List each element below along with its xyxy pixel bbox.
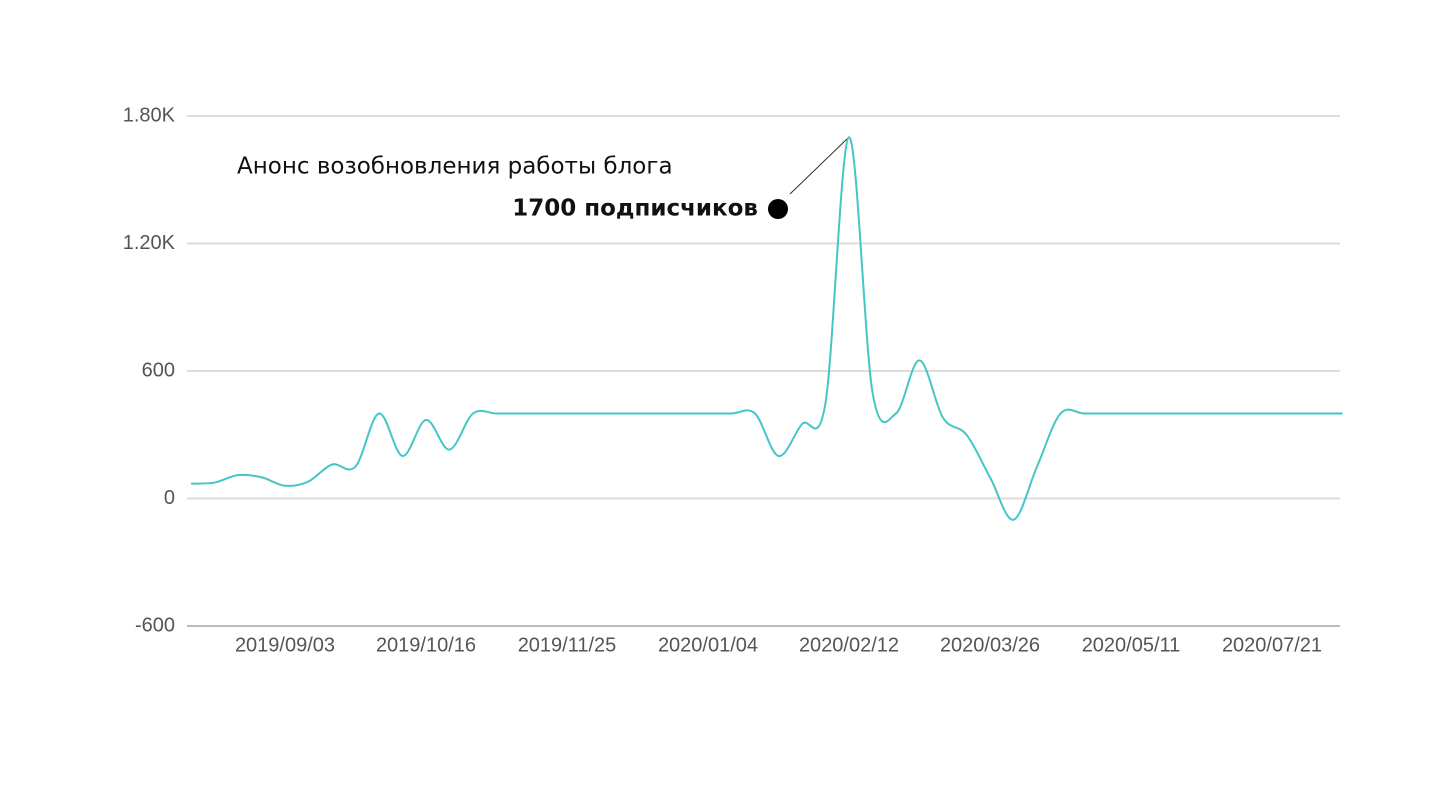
annotation-dot [768,199,788,219]
y-tick-label: 0 [164,487,175,509]
y-tick-label: 600 [142,359,175,381]
x-tick-label: 2019/11/25 [518,634,617,656]
y-tick-label: 1.80K [123,104,176,126]
x-tick-label: 2019/10/16 [376,634,476,656]
x-tick-label: 2020/07/21 [1222,634,1322,656]
x-tick-label: 2020/01/04 [658,634,758,656]
x-tick-label: 2019/09/03 [235,634,335,656]
annotation: Анонс возобновления работы блога [237,154,673,180]
x-tick-label: 2020/03/26 [940,634,1040,656]
x-tick-label: 2020/05/11 [1082,634,1181,656]
annotation-label: 1700 подписчиков [512,196,758,222]
x-tick-label: 2020/02/12 [799,634,899,656]
y-tick-label: -600 [135,614,175,636]
annotation-leader [789,137,849,195]
line-series [190,136,1343,521]
y-tick-label: 1.20K [123,232,176,254]
